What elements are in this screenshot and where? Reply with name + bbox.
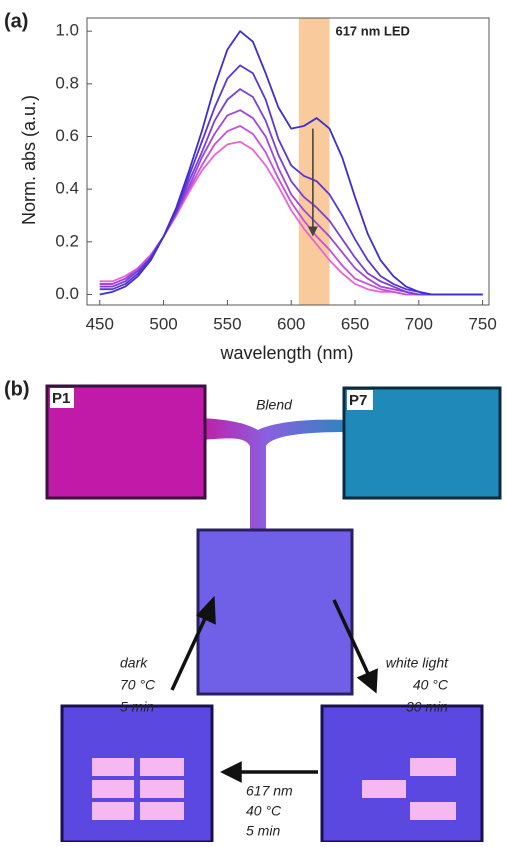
exposed-patches	[362, 758, 456, 820]
highlight-band	[298, 18, 330, 305]
film-patterned	[320, 704, 484, 844]
arrowhead	[196, 595, 216, 625]
condition: 30 min	[406, 699, 448, 715]
panel-label: (b)	[4, 378, 30, 400]
patch	[140, 802, 184, 820]
condition: 40 °C	[413, 677, 449, 693]
condition: dark	[120, 655, 148, 671]
film-label: P1	[52, 390, 70, 407]
x-tick-label: 750	[468, 314, 496, 333]
x-tick-label: 650	[341, 314, 369, 333]
x-tick-label: 500	[149, 314, 177, 333]
label-box	[347, 390, 373, 410]
exposed-patches	[92, 758, 184, 820]
film-label: P7	[349, 392, 367, 409]
blend-connector	[200, 418, 348, 560]
condition: 40 °C	[246, 803, 282, 819]
y-tick-label: 1.0	[55, 21, 79, 40]
condition: 617 nm	[246, 783, 293, 799]
condition: white light	[386, 655, 449, 671]
patch	[410, 802, 456, 820]
film-patterned	[60, 704, 214, 844]
diagram: (b) P1 P7 Blend da	[4, 378, 502, 844]
patch	[92, 758, 134, 776]
y-axis-label: Norm. abs (a.u.)	[19, 95, 39, 225]
x-tick-label: 450	[86, 314, 114, 333]
arrow	[170, 611, 210, 691]
step-text: dark 70 °C 5 min white light 40 °C 30 mi…	[120, 655, 449, 839]
y-tick-label: 0.8	[55, 73, 79, 92]
plot-frame	[86, 17, 490, 306]
arrow	[332, 599, 372, 679]
condition: 5 min	[246, 823, 280, 839]
label-box	[50, 388, 74, 408]
film-blend	[196, 528, 354, 696]
y-tick-label: 0.2	[55, 231, 79, 250]
plot-area: 617 nm LED 450 500 550 600 650 700 750 0.0 0.2 0.4…	[55, 17, 497, 333]
arrowhead	[356, 668, 378, 694]
panel-label: (a)	[4, 10, 28, 32]
condition: 70 °C	[120, 677, 156, 693]
trend-arrowhead	[307, 226, 318, 237]
arrowhead	[220, 761, 242, 783]
spectrum-line	[99, 88, 483, 296]
x-axis-label: wavelength (nm)	[219, 343, 353, 363]
patch	[362, 780, 406, 798]
y-tick-label: 0.4	[55, 179, 79, 198]
spectrum-line	[99, 30, 483, 296]
x-tick-label: 550	[213, 314, 241, 333]
cycle-arrows	[170, 595, 378, 783]
patch	[92, 802, 134, 820]
patch	[140, 758, 184, 776]
blend-label: Blend	[256, 397, 293, 413]
y-tick-label: 0.6	[55, 126, 79, 145]
patch	[140, 780, 184, 798]
x-tick-label: 700	[405, 314, 433, 333]
condition: 5 min	[120, 699, 154, 715]
patch	[92, 780, 134, 798]
patch	[410, 758, 456, 776]
x-tick-label: 600	[277, 314, 305, 333]
y-tick-label: 0.0	[55, 284, 79, 303]
highlight-label: 617 nm LED	[335, 23, 409, 38]
